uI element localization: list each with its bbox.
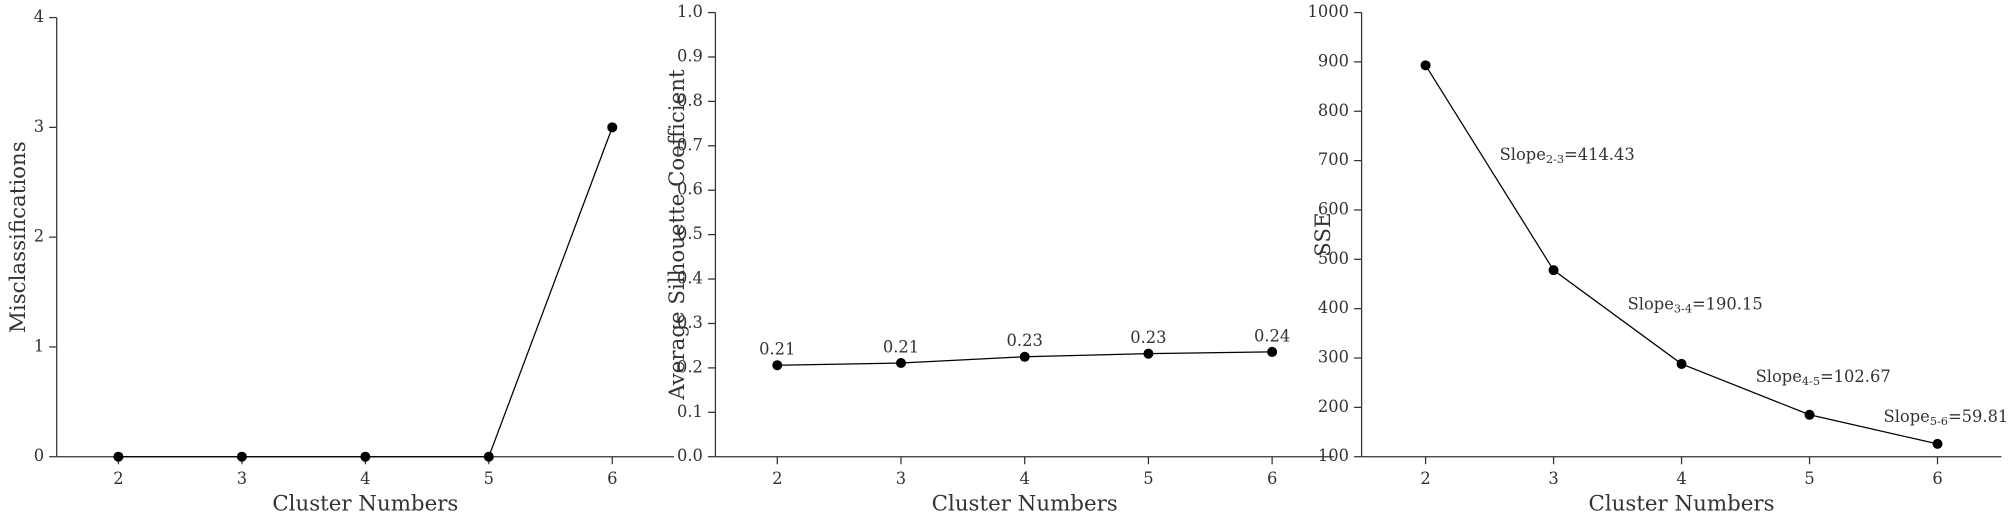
- data-label: 0.21: [883, 337, 919, 356]
- y-tick-label: 0: [34, 446, 44, 465]
- data-point: [1804, 409, 1815, 420]
- y-tick-label: 800: [1318, 101, 1349, 120]
- y-tick-label: 200: [1318, 397, 1349, 416]
- y-tick-label: 0.3: [677, 313, 703, 332]
- series-line: [1425, 65, 1938, 445]
- y-tick-label: 0.7: [677, 135, 703, 154]
- annotation-text: =59.81: [1948, 406, 2008, 425]
- annotation: Slope5-6=59.81: [1884, 406, 2008, 428]
- y-tick-label: 1000: [1308, 2, 1349, 21]
- annotation-label: Slope: [1628, 294, 1674, 313]
- series-line: [118, 127, 613, 458]
- x-axis-label: Cluster Numbers: [272, 491, 458, 516]
- y-tick-label: 0.2: [677, 357, 703, 376]
- x-tick-label: 4: [360, 469, 370, 488]
- x-tick-label: 6: [1267, 469, 1277, 488]
- annotation-subscript: 3-4: [1674, 303, 1692, 316]
- x-tick-label: 2: [772, 469, 782, 488]
- y-axis-label: Average Silhouette Coefficient: [665, 69, 690, 401]
- y-tick-label: 400: [1318, 298, 1349, 317]
- y-tick-label: 4: [34, 7, 44, 26]
- data-point: [895, 357, 907, 369]
- data-point: [1676, 358, 1687, 369]
- data-point: [1932, 438, 1943, 449]
- annotation-subscript: 4-5: [1802, 375, 1820, 388]
- y-tick-label: 0.1: [677, 402, 703, 421]
- annotation-label: Slope: [1500, 145, 1546, 164]
- y-axis-label: Misclassifications: [6, 141, 31, 333]
- y-tick-label: 700: [1318, 150, 1349, 169]
- annotation: Slope3-4=190.15: [1628, 294, 1763, 316]
- annotation-subscript: 2-3: [1546, 153, 1564, 166]
- data-point: [483, 451, 494, 462]
- y-tick-label: 600: [1318, 199, 1349, 218]
- data-label: 0.23: [1007, 331, 1043, 350]
- x-axis-label: Cluster Numbers: [1589, 491, 1775, 516]
- data-label: 0.24: [1254, 326, 1290, 345]
- x-tick-label: 4: [1020, 469, 1030, 488]
- y-tick-label: 0.6: [677, 180, 703, 199]
- y-tick-label: 0.8: [677, 91, 703, 110]
- data-point: [1143, 348, 1154, 359]
- annotation-text: =102.67: [1820, 366, 1891, 385]
- y-tick-label: 900: [1318, 51, 1349, 70]
- annotation-text: =190.15: [1692, 294, 1763, 313]
- data-label: 0.23: [1130, 328, 1166, 347]
- data-point: [607, 122, 618, 133]
- data-point: [1019, 351, 1030, 362]
- x-tick-label: 3: [1548, 469, 1558, 488]
- y-tick-label: 1: [34, 336, 44, 355]
- annotation-subscript: 5-6: [1930, 415, 1948, 428]
- data-point: [1267, 346, 1278, 357]
- data-point: [236, 451, 247, 462]
- y-tick-label: 2: [34, 227, 44, 246]
- y-tick-label: 0.4: [677, 269, 703, 288]
- x-tick-label: 3: [237, 469, 247, 488]
- x-tick-label: 5: [1143, 469, 1153, 488]
- x-tick-label: 3: [896, 469, 906, 488]
- annotation: Slope2-3=414.43: [1500, 145, 1635, 167]
- data-point: [360, 451, 371, 462]
- annotation-label: Slope: [1884, 406, 1930, 425]
- y-tick-label: 500: [1318, 249, 1349, 268]
- annotation-text: =414.43: [1564, 145, 1635, 164]
- data-point: [772, 360, 783, 371]
- x-tick-label: 5: [1804, 469, 1814, 488]
- x-tick-label: 5: [484, 469, 494, 488]
- data-point: [1420, 60, 1431, 71]
- y-tick-label: 3: [34, 117, 44, 136]
- data-label: 0.21: [759, 340, 795, 359]
- y-tick-label: 0.5: [677, 224, 703, 243]
- x-tick-label: 2: [113, 469, 123, 488]
- x-tick-label: 6: [1932, 469, 1942, 488]
- data-point: [113, 451, 124, 462]
- y-axis-label: SSE: [1311, 212, 1336, 256]
- data-point: [1548, 265, 1559, 276]
- x-axis-label: Cluster Numbers: [932, 491, 1118, 516]
- y-tick-label: 1.0: [677, 2, 703, 21]
- annotation-label: Slope: [1756, 366, 1802, 385]
- y-tick-label: 100: [1318, 446, 1349, 465]
- x-tick-label: 4: [1676, 469, 1686, 488]
- y-tick-label: 0.9: [677, 46, 703, 65]
- x-tick-label: 2: [1420, 469, 1430, 488]
- x-tick-label: 6: [607, 469, 617, 488]
- y-tick-label: 0.0: [677, 446, 703, 465]
- y-tick-label: 300: [1318, 348, 1349, 367]
- annotation: Slope4-5=102.67: [1756, 366, 1891, 388]
